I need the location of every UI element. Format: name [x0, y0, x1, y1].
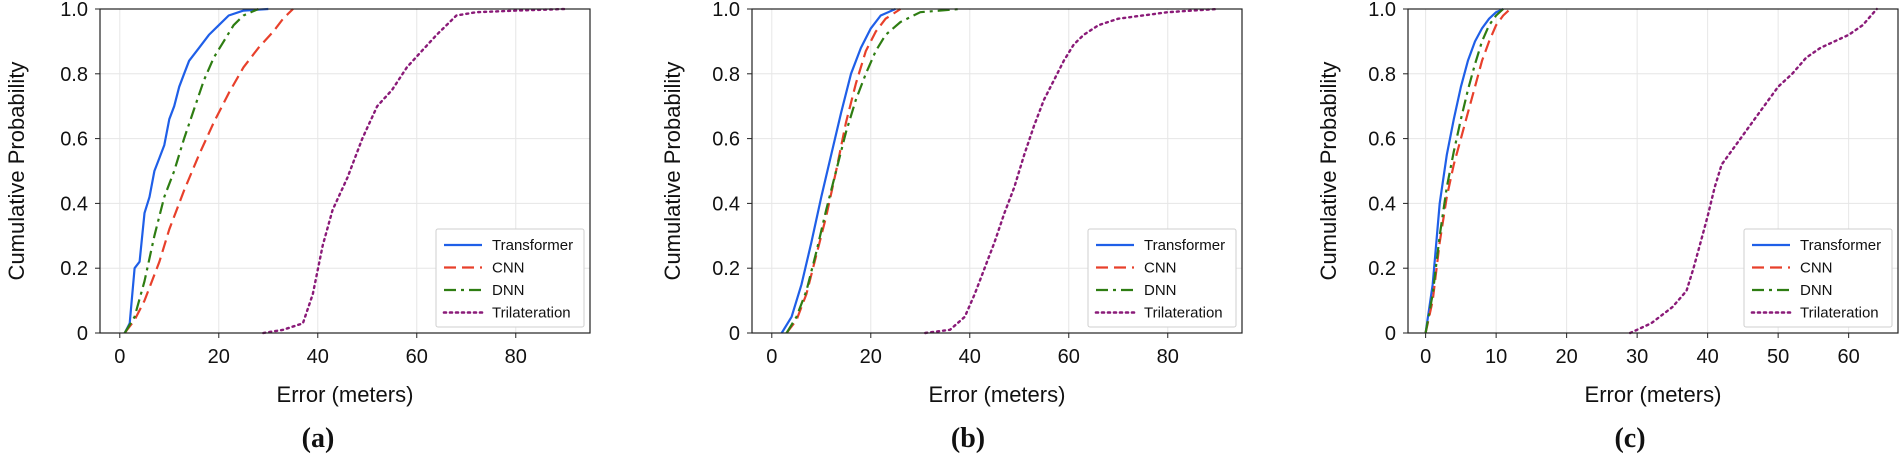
x-tick-label: 40	[959, 346, 981, 368]
x-tick-label: 40	[307, 346, 329, 368]
legend-box	[1743, 228, 1893, 328]
legend-label-trilateration: Trilateration	[1144, 305, 1223, 322]
x-axis-label: Error (meters)	[929, 382, 1066, 407]
panel-caption: (a)	[302, 423, 335, 454]
x-tick-label: 60	[1838, 346, 1860, 368]
legend: Transformer CNN DNN Trilateration	[1087, 228, 1237, 328]
series-line-transformer	[780, 7, 896, 334]
legend-label-dnn: DNN	[1800, 282, 1833, 299]
y-tick-label: 1.0	[60, 0, 88, 21]
plot-frame	[99, 8, 591, 334]
x-tick-label: 20	[1556, 346, 1578, 368]
legend-label-transformer: Transformer	[1800, 237, 1881, 254]
series-line-transformer	[1424, 7, 1504, 334]
legend: Transformer CNN DNN Trilateration	[1743, 228, 1893, 328]
x-tick-label: 40	[1697, 346, 1719, 368]
chart-panel-1: 0 20 40 60 80 0 0.2 0.4 0.6 0.8 1.0 Error (meters) C…	[4, 0, 591, 454]
y-tick-label: 0.2	[1368, 258, 1396, 280]
x-tick-label: 50	[1767, 346, 1789, 368]
y-tick-label: 0	[77, 323, 88, 345]
series-line-dnn	[123, 7, 259, 334]
y-tick-label: 0.2	[60, 258, 88, 280]
y-tick-label: 1.0	[712, 0, 740, 21]
legend: Transformer CNN DNN Trilateration	[435, 228, 585, 328]
x-tick-label: 0	[766, 346, 777, 368]
y-axis-label: Cumulative Probability	[1316, 62, 1341, 281]
legend-label-trilateration: Trilateration	[1800, 305, 1879, 322]
legend-label-transformer: Transformer	[1144, 237, 1225, 254]
y-tick-label: 0.6	[1368, 129, 1396, 151]
plot-frame	[1407, 8, 1899, 334]
x-tick-label: 60	[1058, 346, 1080, 368]
y-tick-label: 0.8	[712, 64, 740, 86]
panel-caption: (c)	[1614, 423, 1645, 454]
panel-caption: (b)	[951, 423, 985, 454]
y-tick-label: 0.6	[60, 129, 88, 151]
series-line-dnn	[1424, 8, 1504, 334]
y-tick-label: 0.2	[712, 258, 740, 280]
y-tick-label: 0.8	[1368, 64, 1396, 86]
legend-label-dnn: DNN	[492, 282, 525, 299]
series-line-transformer	[123, 7, 269, 334]
x-tick-label: 0	[114, 346, 125, 368]
legend-label-cnn: CNN	[1800, 260, 1833, 277]
x-tick-label: 20	[208, 346, 230, 368]
x-axis-label: Error (meters)	[1585, 382, 1722, 407]
legend-box	[1087, 228, 1237, 328]
x-tick-label: 10	[1485, 346, 1507, 368]
chart-panel-3: 0 10 20 30 40 50 60 0 0.2 0.4 0.6 0.8 1.0 Error (mete…	[1316, 0, 1899, 454]
x-axis-label: Error (meters)	[277, 382, 414, 407]
series-line-cnn	[123, 8, 294, 334]
legend-label-cnn: CNN	[492, 260, 525, 277]
y-tick-label: 0	[729, 323, 740, 345]
x-tick-label: 80	[505, 346, 527, 368]
y-tick-label: 0	[1385, 323, 1396, 345]
series-line-trilateration	[924, 7, 1219, 335]
plot-frame	[751, 8, 1243, 334]
legend-box	[435, 228, 585, 328]
legend-label-dnn: DNN	[1144, 282, 1177, 299]
series-line-trilateration	[262, 7, 567, 335]
legend-label-cnn: CNN	[1144, 260, 1177, 277]
y-axis-label: Cumulative Probability	[660, 62, 685, 281]
series-line-cnn	[785, 8, 902, 334]
chart-panel-2: 0 20 40 60 80 0 0.2 0.4 0.6 0.8 1.0 Error (meters) C…	[660, 0, 1243, 454]
series-line-dnn	[785, 7, 960, 334]
y-axis-label: Cumulative Probability	[4, 62, 29, 281]
y-tick-label: 0.4	[60, 193, 88, 215]
series-line-cnn	[1424, 8, 1511, 334]
y-tick-label: 0.4	[712, 193, 740, 215]
x-tick-label: 60	[406, 346, 428, 368]
legend-label-transformer: Transformer	[492, 237, 573, 254]
y-tick-label: 0.4	[1368, 193, 1396, 215]
x-tick-label: 0	[1420, 346, 1431, 368]
x-tick-label: 20	[860, 346, 882, 368]
legend-label-trilateration: Trilateration	[492, 305, 571, 322]
y-tick-label: 0.6	[712, 129, 740, 151]
y-tick-label: 1.0	[1368, 0, 1396, 21]
x-tick-label: 80	[1157, 346, 1179, 368]
x-tick-label: 30	[1626, 346, 1648, 368]
y-tick-label: 0.8	[60, 64, 88, 86]
